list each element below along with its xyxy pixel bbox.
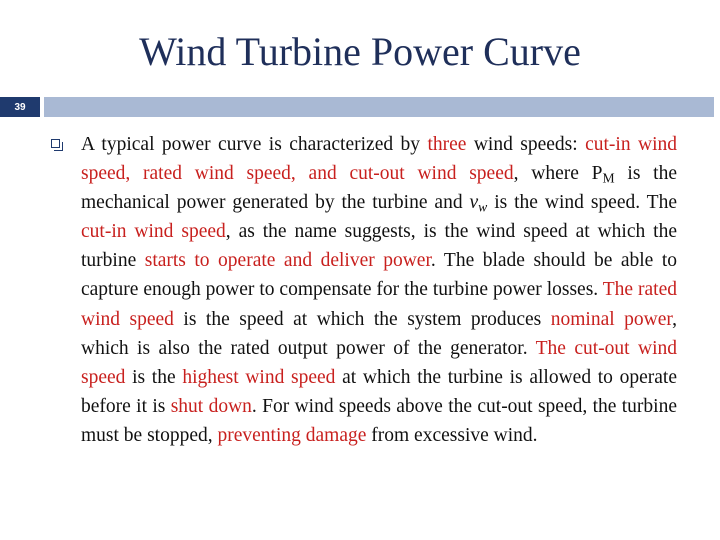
slide-title: Wind Turbine Power Curve — [139, 29, 581, 74]
body-text-segment: , where P — [513, 163, 603, 185]
body-text-segment: wind speeds: — [466, 134, 586, 155]
highlighted-text: cut-in wind speed, rated wind speed, and… — [81, 134, 678, 185]
highlighted-text: cut-in wind speed — [81, 221, 226, 243]
slide-number: 39 — [0, 97, 40, 117]
body-paragraph: A typical power curve is characterized b… — [81, 130, 677, 450]
highlighted-text: shut down — [170, 395, 252, 417]
body-text-segment: v — [469, 192, 479, 214]
body-text-segment: w — [478, 199, 488, 215]
highlighted-text: The rated wind speed — [81, 279, 677, 330]
body-text-segment: M — [602, 170, 615, 186]
body-text-segment: is the — [125, 366, 183, 388]
body-text-segment: , as the name suggests, is the wind spee… — [81, 221, 677, 272]
body-text-segment: , which is also the rated output power o… — [81, 308, 678, 359]
body-text-segment: A typical power curve is characterized b… — [81, 134, 428, 155]
highlighted-text: highest wind speed — [182, 366, 336, 388]
highlighted-text: starts to operate and deliver power — [144, 250, 431, 272]
body-text-segment: is the mechanical power generated by the… — [81, 163, 677, 214]
body-text-segment: . For wind speeds above the cut-out spee… — [81, 395, 677, 446]
header-strip — [44, 97, 714, 117]
body-text-segment: is the speed at which the system produce… — [173, 308, 551, 330]
body-text-segment: from excessive wind. — [366, 424, 538, 446]
body-text-segment: at which the turbine is allowed to opera… — [81, 366, 677, 417]
body-text-segment: is the wind speed. The — [487, 192, 677, 214]
bullet-icon — [51, 139, 63, 151]
highlighted-text: The cut-out wind speed — [81, 337, 677, 388]
highlighted-text: nominal power — [550, 308, 673, 330]
highlighted-text: three — [427, 134, 467, 155]
highlighted-text: preventing damage — [217, 424, 367, 446]
header-bar: 39 — [0, 97, 720, 117]
body-text-segment: . The blade should be able to capture en… — [81, 250, 678, 301]
